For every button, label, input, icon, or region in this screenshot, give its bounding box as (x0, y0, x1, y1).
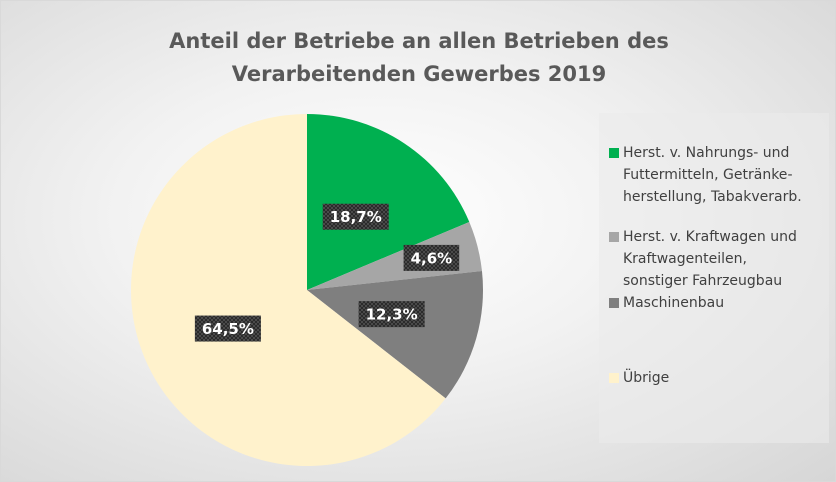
legend-swatch (609, 373, 619, 383)
data-label-box (194, 315, 261, 342)
legend-item: Herst. v. Nahrungs- und Futtermitteln, G… (609, 142, 809, 208)
legend-label: Herst. v. Nahrungs- und Futtermitteln, G… (623, 145, 802, 205)
legend-item: Herst. v. Kraftwagen und Kraftwagenteile… (609, 226, 809, 292)
legend-swatch (609, 148, 619, 158)
chart-title: Anteil der Betriebe an allen Betrieben d… (169, 29, 669, 53)
legend-label: Herst. v. Kraftwagen und Kraftwagenteile… (623, 229, 797, 289)
chart-title: Verarbeitenden Gewerbes 2019 (232, 62, 606, 86)
legend-swatch (609, 298, 619, 308)
legend-background (599, 113, 829, 443)
data-label: 64,5% (194, 315, 261, 342)
legend: Herst. v. Nahrungs- und Futtermitteln, G… (609, 142, 809, 389)
data-label-text: 12,3% (366, 306, 418, 324)
legend-label: Übrige (623, 370, 670, 386)
pie (130, 114, 483, 466)
pie-slice (307, 114, 470, 290)
pie-slice (307, 270, 483, 399)
pie-slice (130, 114, 446, 466)
data-label-text: 18,7% (330, 208, 382, 226)
legend-swatch (609, 232, 619, 242)
data-label-box (322, 203, 389, 230)
data-label-box (403, 244, 460, 271)
data-labels: 18,7% 4,6% 12,3% 64,5% (194, 203, 460, 342)
data-label-text: 4,6% (411, 249, 453, 267)
legend-label: Maschinenbau (623, 295, 725, 311)
data-label: 12,3% (358, 301, 425, 328)
data-label-box (358, 301, 425, 328)
data-label: 18,7% (322, 203, 389, 230)
data-label: 4,6% (403, 244, 460, 271)
legend-item: Maschinenbau (609, 292, 809, 314)
legend-item: Übrige (609, 367, 809, 389)
pie-slice (307, 221, 482, 290)
data-label-text: 64,5% (202, 320, 254, 338)
